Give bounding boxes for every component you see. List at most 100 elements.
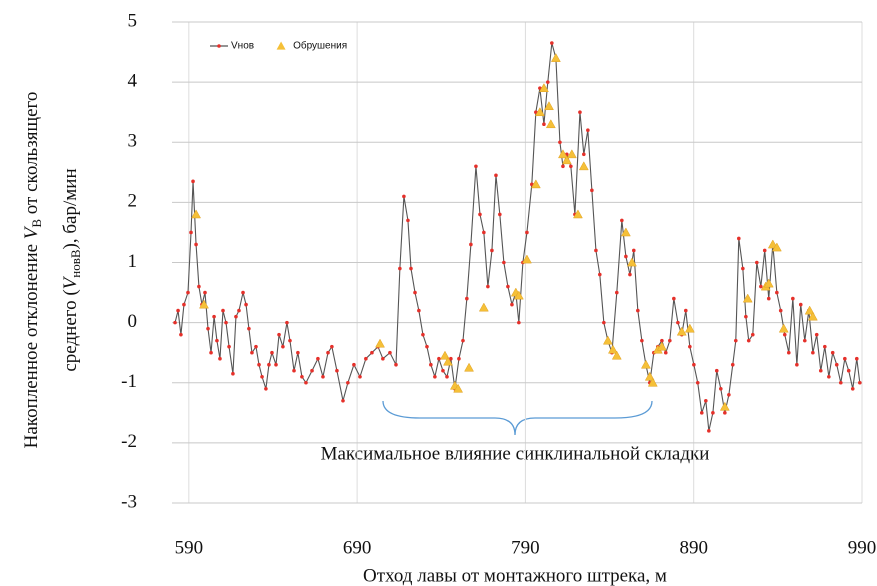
data-point xyxy=(707,429,711,433)
collapse-marker xyxy=(443,356,453,366)
data-point xyxy=(795,362,799,367)
collapse-marker xyxy=(627,257,637,267)
data-point xyxy=(394,362,398,367)
data-point xyxy=(341,398,345,403)
legend-label: Обрушения xyxy=(293,40,347,52)
data-point xyxy=(602,320,606,325)
data-point xyxy=(834,362,839,367)
annotation-brace xyxy=(382,400,653,436)
data-point xyxy=(614,290,619,295)
data-point xyxy=(461,338,465,343)
data-point xyxy=(203,290,207,295)
data-point xyxy=(441,368,445,373)
data-point xyxy=(730,362,735,367)
data-point xyxy=(189,230,193,235)
data-point xyxy=(490,248,494,253)
data-point xyxy=(755,260,759,265)
y-tick-label: 0 xyxy=(128,311,138,332)
data-point xyxy=(206,326,210,331)
collapse-marker xyxy=(771,242,782,252)
collapse-marker xyxy=(478,302,489,312)
collapse-marker xyxy=(611,350,622,360)
data-point xyxy=(285,320,289,325)
collapse-marker xyxy=(676,326,687,336)
data-point xyxy=(465,296,469,301)
data-point xyxy=(406,218,410,223)
data-point xyxy=(247,326,251,331)
collapse-marker xyxy=(566,149,577,159)
collapse-marker xyxy=(534,107,545,117)
data-point xyxy=(775,290,779,295)
data-point xyxy=(326,350,330,355)
y-tick-label: 3 xyxy=(128,131,138,152)
data-point xyxy=(506,284,510,289)
data-point xyxy=(550,41,554,45)
collapse-marker xyxy=(375,338,385,348)
data-point xyxy=(744,314,748,319)
data-point xyxy=(711,411,715,415)
y-tick-label: -3 xyxy=(121,491,137,512)
data-point xyxy=(257,362,261,367)
data-point xyxy=(561,164,565,169)
collapse-marker xyxy=(539,83,549,92)
collapse-marker xyxy=(763,278,774,288)
data-point xyxy=(413,290,417,295)
collapse-marker xyxy=(804,305,815,315)
collapse-marker xyxy=(602,335,613,345)
data-point xyxy=(457,356,461,361)
data-point xyxy=(699,411,704,415)
plot-layer: -3 -2 -1 0 1 2 3 4 5 590 690 790 890 990 Накопленное о… xyxy=(21,10,876,558)
data-point xyxy=(179,332,183,337)
y-tick-label: 4 xyxy=(128,70,138,91)
data-point xyxy=(517,320,521,325)
data-point xyxy=(746,338,751,343)
collapse-marker xyxy=(684,323,695,333)
data-point xyxy=(429,362,433,367)
data-point xyxy=(173,320,177,325)
data-point xyxy=(486,284,490,289)
legend-marker xyxy=(217,44,221,48)
data-point xyxy=(838,380,843,385)
data-point xyxy=(498,212,502,217)
data-point xyxy=(620,218,624,223)
y-tick-label: 1 xyxy=(128,251,138,272)
legend-label: Vнов xyxy=(231,41,254,52)
data-point xyxy=(398,266,402,271)
data-point xyxy=(358,374,362,379)
data-point xyxy=(542,122,546,127)
data-point xyxy=(288,338,292,343)
y-axis-title-part: V xyxy=(60,275,81,289)
data-point xyxy=(688,344,692,349)
data-point xyxy=(660,338,664,343)
y-tick-label: 2 xyxy=(128,191,138,212)
data-point xyxy=(237,308,241,313)
x-tick-label: 690 xyxy=(343,537,372,558)
data-point xyxy=(277,332,281,337)
collapse-marker xyxy=(742,293,753,303)
data-point xyxy=(846,368,851,373)
data-point xyxy=(417,308,421,313)
data-point xyxy=(714,368,719,373)
data-point xyxy=(676,320,680,325)
data-point xyxy=(260,374,264,379)
data-point xyxy=(182,302,186,307)
data-point xyxy=(437,356,441,361)
x-tick-label: 790 xyxy=(511,537,540,558)
data-point xyxy=(798,302,803,307)
x-tick-label: 590 xyxy=(175,537,204,558)
collapse-marker xyxy=(656,341,667,351)
collapse-marker xyxy=(440,350,450,360)
data-point xyxy=(640,338,644,343)
data-point xyxy=(719,386,723,391)
data-point xyxy=(814,332,819,337)
data-point xyxy=(176,308,180,313)
data-point xyxy=(636,308,640,313)
collapse-marker xyxy=(561,155,572,165)
y-axis-title-part: Накопленное отклонение xyxy=(21,239,42,448)
data-point xyxy=(827,374,831,379)
data-point xyxy=(569,164,573,169)
y-axis-title-part: В xyxy=(29,219,44,228)
collapse-marker xyxy=(644,371,655,381)
data-point xyxy=(227,344,231,349)
